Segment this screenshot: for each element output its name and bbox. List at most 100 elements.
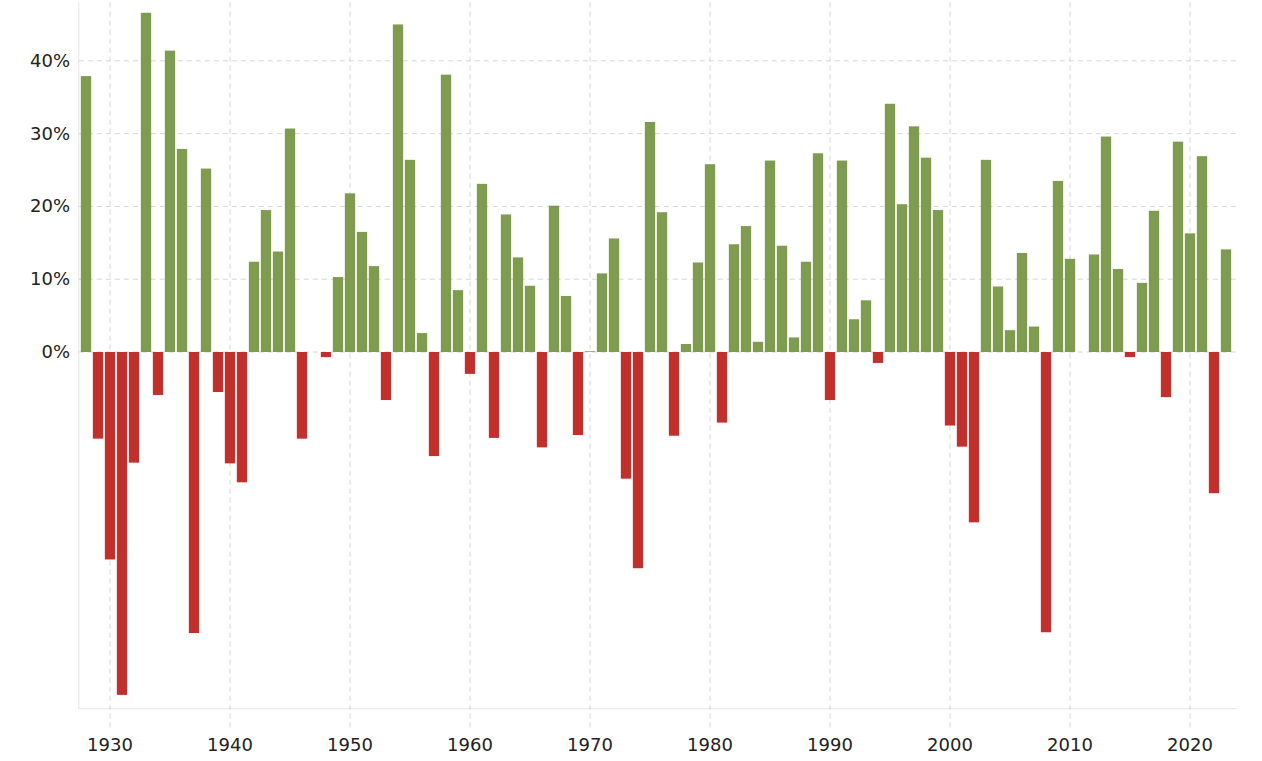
x-tick-label: 1940 xyxy=(207,734,253,755)
bar xyxy=(1065,259,1075,352)
bar xyxy=(633,352,643,568)
bar xyxy=(261,210,271,352)
bar xyxy=(1017,253,1027,352)
bar xyxy=(573,352,583,435)
bar xyxy=(597,273,607,352)
bar xyxy=(129,352,139,463)
bar xyxy=(1005,330,1015,352)
bar xyxy=(309,352,319,353)
bar xyxy=(849,319,859,352)
bar xyxy=(921,158,931,352)
x-tick-label: 1950 xyxy=(327,734,373,755)
bar xyxy=(777,246,787,352)
bar xyxy=(609,238,619,352)
bar xyxy=(789,337,799,352)
chart: 0%10%20%30%40%19301940195019601970198019… xyxy=(0,0,1262,761)
bar xyxy=(381,352,391,400)
bar xyxy=(237,352,247,482)
bar xyxy=(501,214,511,352)
bar xyxy=(1221,249,1231,352)
bar xyxy=(297,352,307,439)
bar xyxy=(513,257,523,352)
bar xyxy=(1185,233,1195,352)
bar xyxy=(549,206,559,352)
bar xyxy=(825,352,835,400)
y-tick-label: 40% xyxy=(30,50,70,71)
bar xyxy=(141,13,151,352)
bar xyxy=(453,290,463,352)
bar xyxy=(669,352,679,436)
x-tick-label: 1930 xyxy=(87,734,133,755)
bar xyxy=(465,352,475,374)
x-tick-label: 1970 xyxy=(567,734,613,755)
bar xyxy=(585,351,595,353)
bar xyxy=(837,161,847,352)
bar xyxy=(885,104,895,352)
bar xyxy=(933,210,943,352)
bar xyxy=(705,164,715,352)
x-grid-line xyxy=(350,3,351,729)
bar xyxy=(897,204,907,352)
bar xyxy=(861,300,871,352)
bar xyxy=(225,352,235,463)
bars xyxy=(81,13,1231,695)
bar xyxy=(81,76,91,352)
x-grid-line xyxy=(710,3,711,729)
bar xyxy=(945,352,955,426)
bar xyxy=(213,352,223,392)
bar xyxy=(657,212,667,352)
bar xyxy=(429,352,439,456)
bar xyxy=(177,149,187,352)
bar xyxy=(717,352,727,423)
bar xyxy=(1101,137,1111,352)
bar xyxy=(981,160,991,352)
x-tick-label: 1960 xyxy=(447,734,493,755)
y-tick-label: 30% xyxy=(30,123,70,144)
bar xyxy=(1113,269,1123,352)
bar xyxy=(741,226,751,352)
bar xyxy=(417,333,427,352)
bar xyxy=(369,266,379,352)
bar xyxy=(621,352,631,479)
bar xyxy=(477,184,487,352)
y-tick-label: 20% xyxy=(30,195,70,216)
bar xyxy=(729,244,739,352)
bar xyxy=(189,352,199,633)
x-tick-label: 2020 xyxy=(1167,734,1213,755)
bar xyxy=(681,344,691,352)
bar xyxy=(441,75,451,352)
bar xyxy=(957,352,967,447)
bar xyxy=(561,296,571,352)
bar xyxy=(273,252,283,352)
bar xyxy=(489,352,499,438)
y-tick-label: 0% xyxy=(41,341,70,362)
bar xyxy=(1149,211,1159,352)
bar xyxy=(153,352,163,395)
bar xyxy=(117,352,127,695)
bar xyxy=(405,160,415,352)
bar xyxy=(909,126,919,352)
x-tick-label: 1980 xyxy=(687,734,733,755)
bar xyxy=(357,232,367,352)
bar xyxy=(93,352,103,439)
bar xyxy=(1089,254,1099,352)
bar xyxy=(645,122,655,352)
bar xyxy=(873,352,883,363)
bar xyxy=(1041,352,1051,632)
bar xyxy=(201,169,211,352)
x-grid-line xyxy=(1070,3,1071,729)
bar xyxy=(1053,181,1063,352)
x-axis-line xyxy=(79,708,1237,709)
x-grid-line xyxy=(1190,3,1191,729)
x-tick-label: 2010 xyxy=(1047,734,1093,755)
bar xyxy=(813,153,823,352)
bar xyxy=(345,193,355,352)
bar xyxy=(801,262,811,352)
y-grid-line xyxy=(79,60,1237,61)
bar xyxy=(1173,142,1183,352)
bar xyxy=(249,262,259,352)
y-grid-line xyxy=(79,133,1237,134)
bar xyxy=(333,277,343,352)
x-tick-label: 1990 xyxy=(807,734,853,755)
bar xyxy=(1029,327,1039,352)
